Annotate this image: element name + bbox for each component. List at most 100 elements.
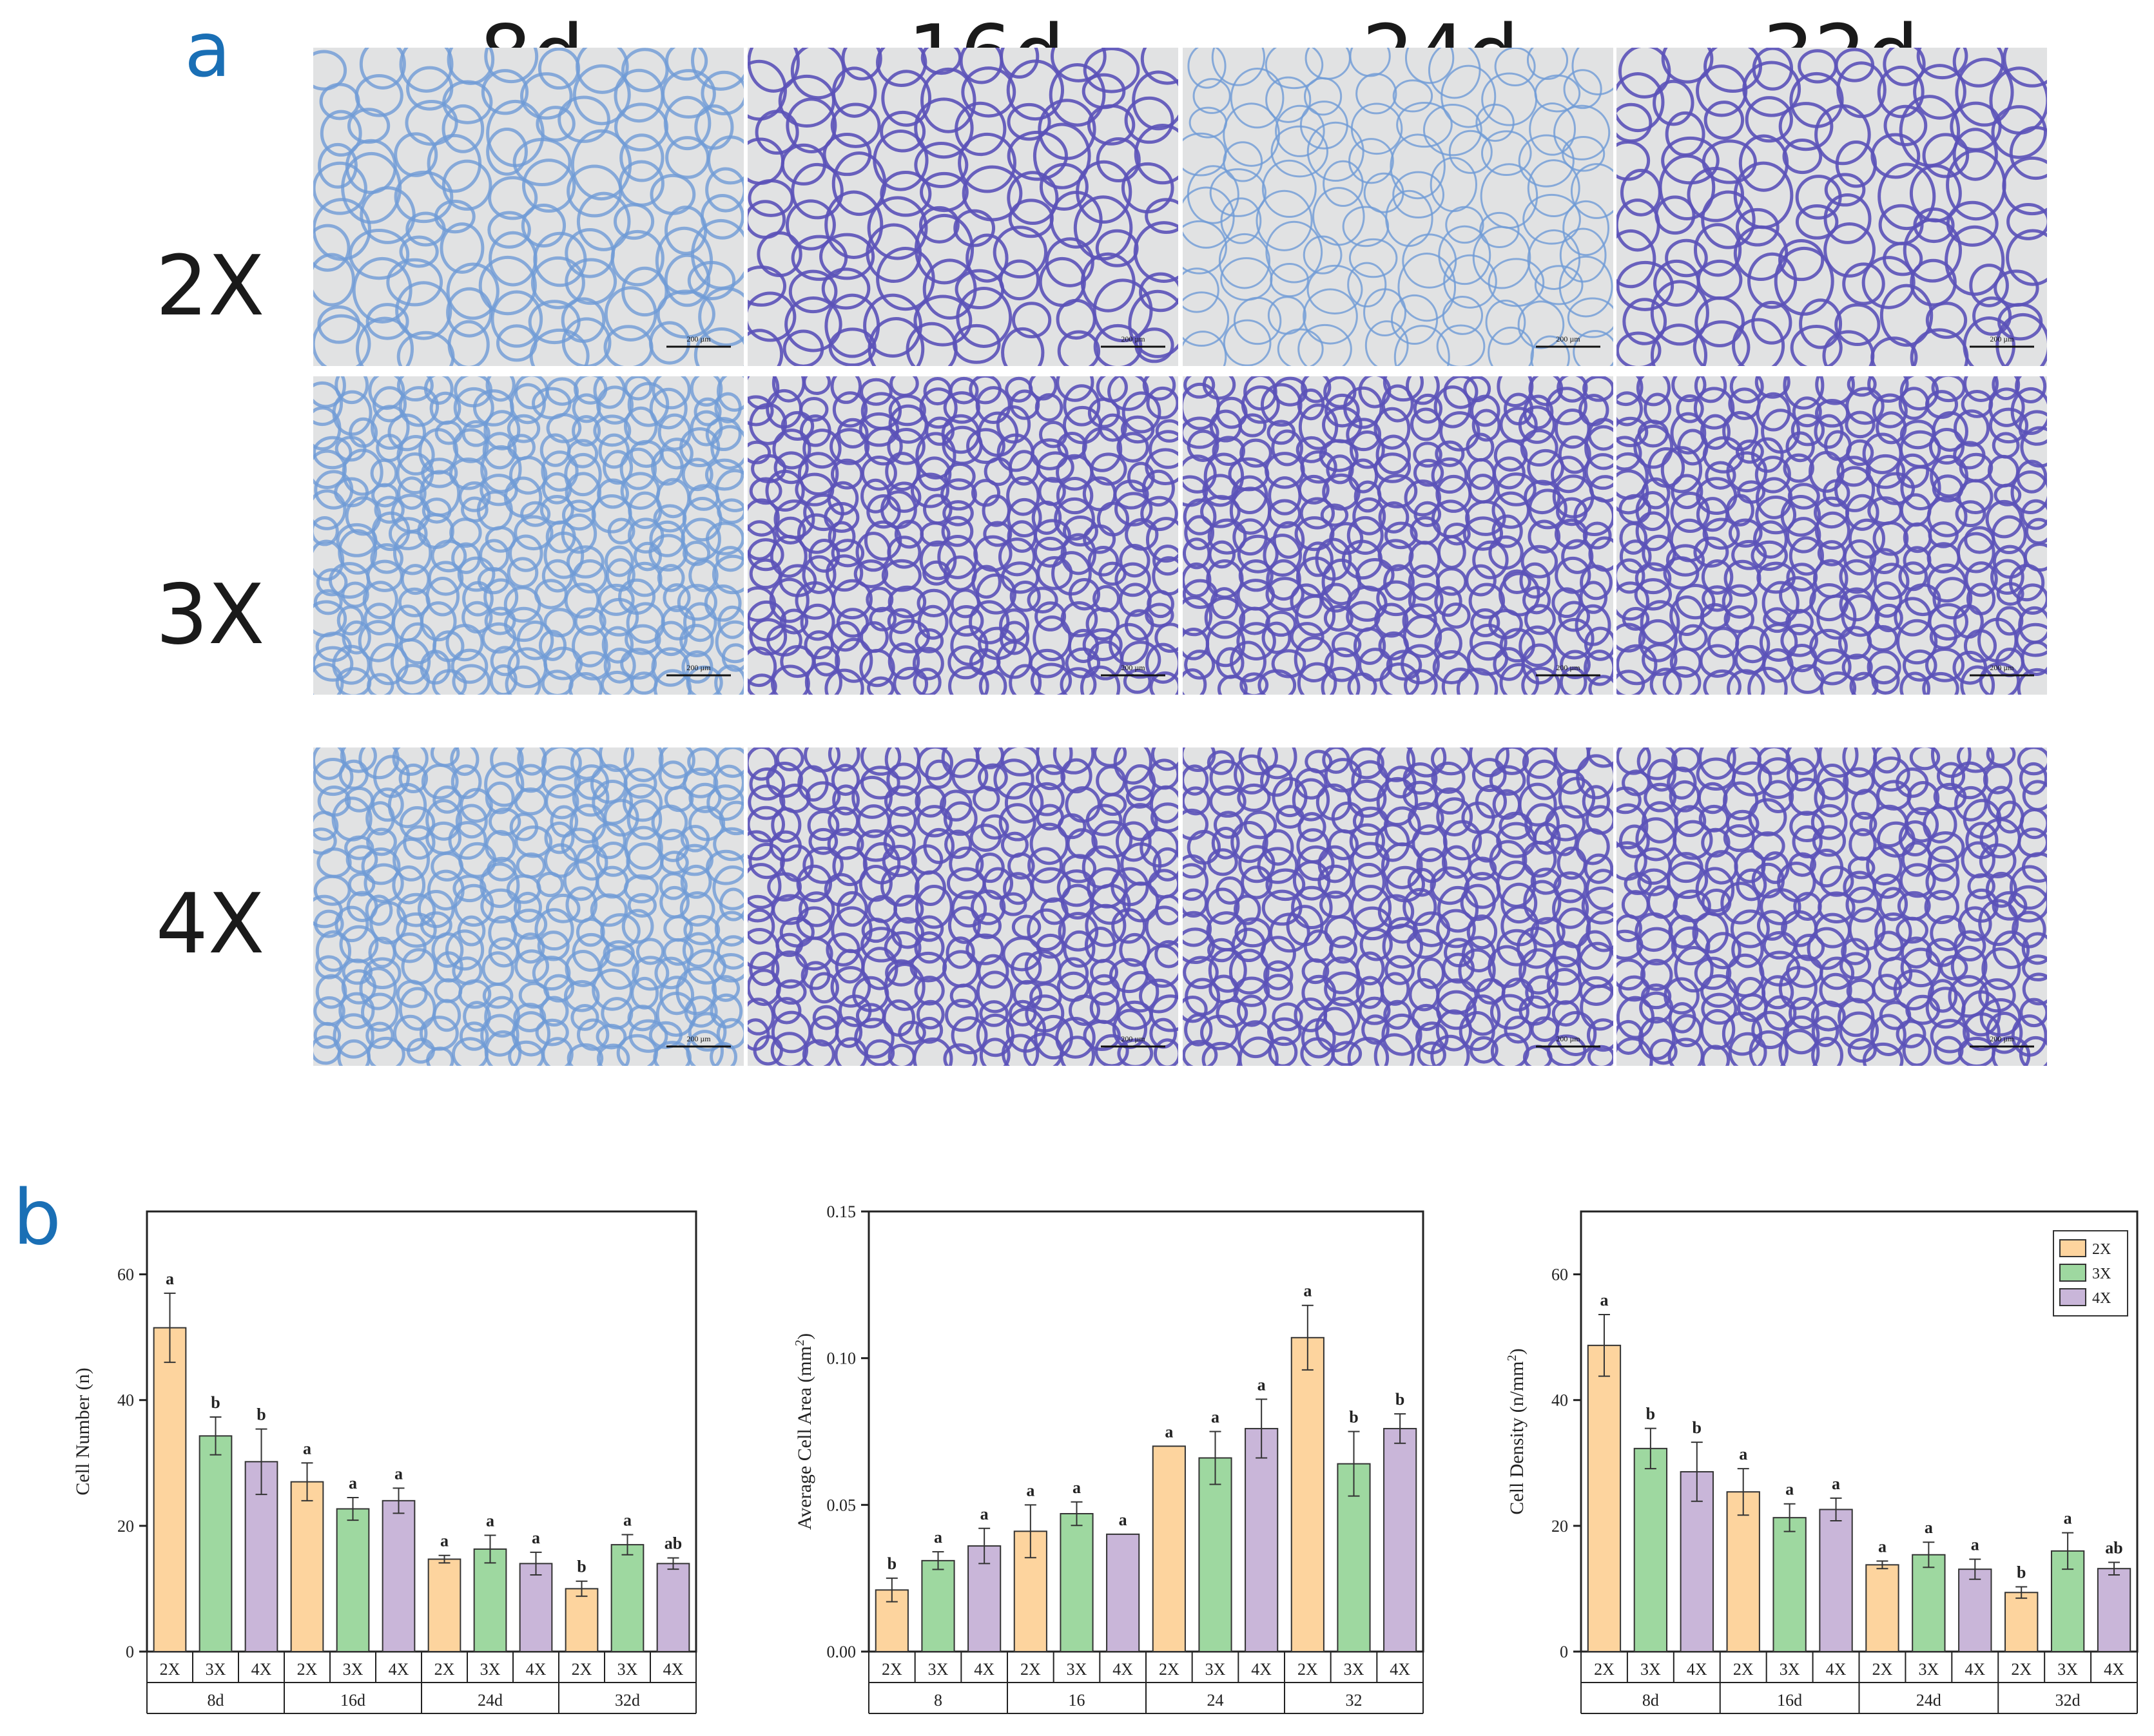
significance-letter: a: [623, 1511, 632, 1530]
x-tick-label: 2X: [2011, 1660, 2032, 1679]
significance-letter: a: [1119, 1510, 1127, 1529]
significance-letter: b: [2017, 1563, 2026, 1582]
x-tick-label: 4X: [1687, 1660, 1707, 1679]
y-axis-label: Average Cell Area (mm2): [793, 1333, 815, 1530]
group-label: 16d: [340, 1691, 365, 1710]
significance-letter: a: [1600, 1291, 1608, 1309]
y-tick-label: 0.00: [827, 1643, 857, 1661]
significance-letter: a: [980, 1505, 989, 1523]
x-tick-label: 2X: [1733, 1660, 1754, 1679]
panel-b-letter: b: [13, 1173, 61, 1262]
x-tick-label: 4X: [2104, 1660, 2124, 1679]
chart-3: 0 20 40 60 Cell Density (n/mm2) a 2X b 3X b 4X 8d a 2…: [1505, 1210, 2139, 1714]
significance-letter: a: [1971, 1536, 1979, 1554]
bar: [1912, 1554, 1946, 1652]
legend-label: 2X: [2092, 1241, 2111, 1258]
scale-bar-label: 200 µm: [1121, 663, 1145, 672]
x-tick-label: 2X: [882, 1660, 902, 1679]
legend-swatch: [2059, 1288, 2086, 1306]
significance-letter: a: [2064, 1509, 2072, 1528]
y-tick-label: 40: [1551, 1391, 1568, 1410]
x-tick-label: 3X: [1640, 1660, 1661, 1679]
bar: [1060, 1512, 1094, 1653]
x-tick-label: 4X: [389, 1660, 409, 1679]
x-tick-label: 2X: [1297, 1660, 1318, 1679]
significance-letter: a: [1072, 1478, 1081, 1497]
significance-letter: a: [349, 1474, 357, 1492]
bar: [2004, 1592, 2039, 1652]
x-tick-label: 4X: [1965, 1660, 1985, 1679]
significance-letter: b: [1349, 1408, 1358, 1427]
significance-letter: a: [1739, 1445, 1747, 1463]
y-tick-label: 60: [117, 1266, 134, 1284]
scale-bar-label: 200 µm: [1990, 1034, 2014, 1043]
x-tick-label: 2X: [1159, 1660, 1179, 1679]
row-label-3x: 3X: [155, 567, 265, 663]
micrograph-3x-8d: 200 µm: [313, 376, 744, 695]
significance-letter: ab: [2105, 1538, 2122, 1557]
bar: [427, 1558, 461, 1652]
bar: [153, 1327, 187, 1652]
x-tick-label: 3X: [1918, 1660, 1939, 1679]
scale-bar-label: 200 µm: [1990, 334, 2014, 343]
group-label: 32: [1346, 1691, 1363, 1710]
bar: [1865, 1564, 1899, 1653]
y-tick-label: 0: [1560, 1643, 1568, 1661]
significance-letter: b: [1646, 1405, 1655, 1423]
bar: [1587, 1344, 1622, 1652]
bar: [1245, 1427, 1279, 1652]
x-tick-label: 4X: [1390, 1660, 1410, 1679]
group-label: 24d: [478, 1691, 503, 1710]
micrograph-2x-24d: 200 µm: [1183, 48, 1613, 366]
significance-letter: a: [1785, 1480, 1794, 1499]
y-tick-label: 0.05: [827, 1496, 857, 1514]
scale-bar-label: 200 µm: [1556, 1034, 1580, 1043]
x-tick-label: 4X: [974, 1660, 995, 1679]
scale-bar-label: 200 µm: [1121, 334, 1145, 343]
significance-letter: a: [532, 1529, 540, 1547]
legend-label: 3X: [2092, 1266, 2111, 1282]
x-tick-label: 3X: [343, 1660, 364, 1679]
significance-letter: b: [1693, 1418, 1702, 1437]
group-label: 16: [1069, 1691, 1085, 1710]
bar: [921, 1559, 955, 1653]
micrograph-3x-24d: 200 µm: [1183, 376, 1613, 695]
y-tick-label: 20: [1551, 1517, 1568, 1536]
x-tick-label: 3X: [2057, 1660, 2078, 1679]
scale-bar-label: 200 µm: [1556, 663, 1580, 672]
chart-2: 0.00 0.05 0.10 0.15 Average Cell Area (mm2) b…: [793, 1202, 1424, 1714]
y-tick-label: 0.10: [827, 1349, 857, 1368]
group-label: 24d: [1916, 1691, 1941, 1710]
significance-letter: a: [934, 1528, 942, 1547]
bar: [336, 1508, 370, 1653]
bar: [1198, 1457, 1232, 1652]
bar-charts: 0 20 40 60 Cell Number (n) a 2X b 3X b 4X 8d a 2X a 3X a…: [72, 1202, 2139, 1714]
significance-letter: b: [1395, 1390, 1404, 1409]
bar: [1290, 1336, 1324, 1652]
x-tick-label: 3X: [928, 1660, 949, 1679]
legend-label: 4X: [2092, 1290, 2111, 1307]
micrograph-4x-24d: 200 µm: [1183, 747, 1613, 1066]
scale-bar-label: 200 µm: [1990, 663, 2014, 672]
scale-bar-label: 200 µm: [686, 663, 711, 672]
x-tick-label: 4X: [251, 1660, 272, 1679]
micrograph-4x-8d: 200 µm: [313, 747, 744, 1066]
group-label: 16d: [1777, 1691, 1802, 1710]
significance-letter: b: [888, 1554, 897, 1573]
significance-letter: a: [1925, 1518, 1933, 1537]
y-tick-label: 60: [1551, 1266, 1568, 1284]
x-tick-label: 4X: [526, 1660, 547, 1679]
bar: [610, 1544, 645, 1653]
significance-letter: b: [577, 1558, 586, 1576]
group-label: 32d: [2055, 1691, 2081, 1710]
micrograph-2x-16d: 200 µm: [748, 48, 1178, 366]
significance-letter: b: [211, 1393, 220, 1412]
x-tick-label: 3X: [1205, 1660, 1226, 1679]
x-tick-label: 4X: [663, 1660, 684, 1679]
bar: [1152, 1445, 1186, 1652]
bar: [519, 1563, 553, 1653]
bar: [199, 1435, 233, 1652]
bar: [1106, 1533, 1140, 1652]
bar: [473, 1548, 507, 1652]
y-tick-label: 0.15: [827, 1202, 857, 1221]
